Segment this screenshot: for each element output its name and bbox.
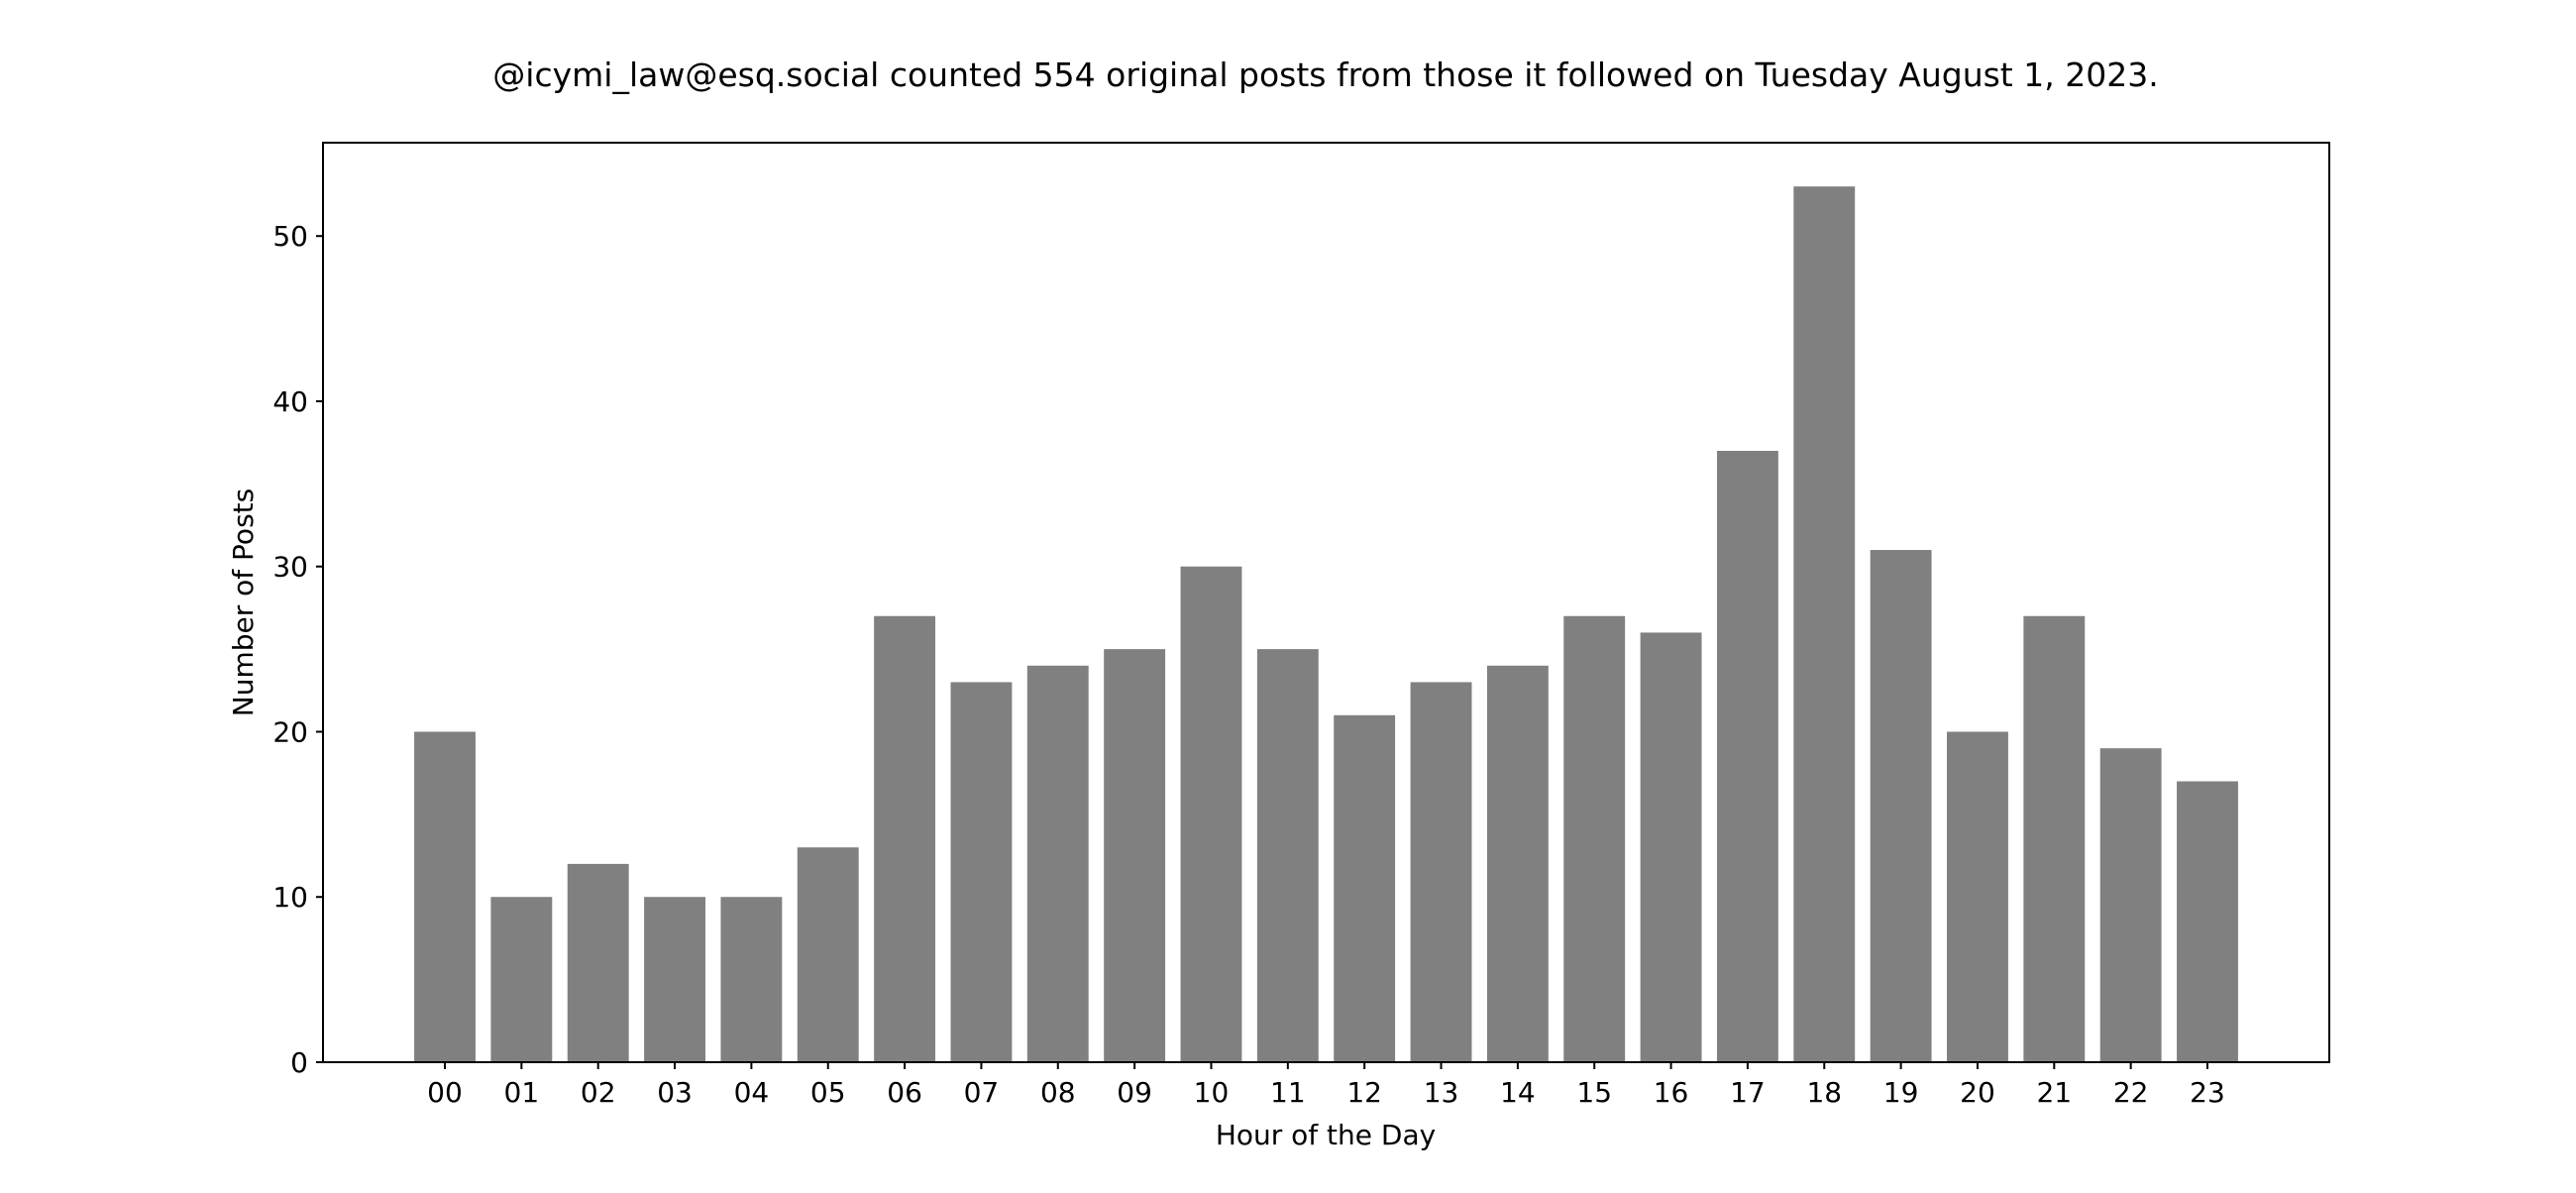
y-axis-ticks: 0 10 20 30 40 50 [272, 220, 323, 1079]
bar-15 [1563, 615, 1626, 1062]
bar-01 [490, 897, 553, 1062]
y-tick-label-0: 0 [290, 1046, 308, 1079]
x-axis-label: Hour of the Day [1216, 1119, 1436, 1151]
x-tick-label-00: 00 [427, 1076, 463, 1109]
bar-11 [1256, 649, 1319, 1062]
x-tick-label-18: 18 [1806, 1076, 1842, 1109]
x-tick-label-01: 01 [504, 1076, 540, 1109]
x-tick-label-12: 12 [1346, 1076, 1382, 1109]
bar-00 [414, 731, 476, 1062]
x-tick-label-07: 07 [964, 1076, 1000, 1109]
y-tick-label-20: 20 [272, 715, 308, 748]
bar-17 [1716, 451, 1778, 1062]
x-tick-label-15: 15 [1576, 1076, 1612, 1109]
x-tick-label-03: 03 [657, 1076, 693, 1109]
bar-13 [1410, 682, 1472, 1062]
plot-frame [322, 142, 2330, 1063]
x-tick-label-11: 11 [1270, 1076, 1306, 1109]
x-tick-label-16: 16 [1654, 1076, 1689, 1109]
bar-16 [1640, 632, 1702, 1062]
bar-20 [1947, 731, 2008, 1062]
bar-08 [1026, 665, 1089, 1062]
bar-10 [1180, 566, 1242, 1062]
x-tick-label-20: 20 [1960, 1076, 1995, 1109]
x-tick-label-14: 14 [1500, 1076, 1536, 1109]
bar-04 [720, 897, 783, 1062]
bar-22 [2099, 748, 2162, 1062]
y-tick-label-10: 10 [272, 881, 308, 914]
bar-12 [1334, 714, 1396, 1062]
bar-03 [644, 897, 705, 1062]
x-tick-label-19: 19 [1883, 1076, 1919, 1109]
bar-05 [797, 847, 859, 1062]
bar-09 [1104, 649, 1166, 1062]
x-tick-label-04: 04 [734, 1076, 770, 1109]
chart-title: @icymi_law@esq.social counted 554 origin… [492, 55, 2158, 94]
x-tick-label-23: 23 [2190, 1076, 2225, 1109]
x-tick-label-09: 09 [1117, 1076, 1152, 1109]
bar-02 [567, 863, 629, 1062]
y-axis-label: Number of Posts [227, 488, 260, 716]
x-axis-ticks: 00 01 02 03 04 05 06 07 08 09 10 11 12 13 14 15 16 17 18 19… [427, 1062, 2225, 1109]
x-tick-label-13: 13 [1424, 1076, 1459, 1109]
x-tick-label-21: 21 [2036, 1076, 2072, 1109]
x-tick-label-05: 05 [810, 1076, 846, 1109]
bar-18 [1793, 186, 1856, 1062]
bar-06 [874, 615, 936, 1062]
y-tick-label-40: 40 [272, 385, 308, 418]
bar-14 [1486, 665, 1549, 1062]
bars-group [414, 186, 2238, 1062]
x-tick-label-22: 22 [2113, 1076, 2149, 1109]
bar-19 [1870, 550, 1932, 1062]
y-tick-label-50: 50 [272, 220, 308, 253]
x-tick-label-02: 02 [581, 1076, 616, 1109]
x-tick-label-06: 06 [887, 1076, 922, 1109]
bar-21 [2023, 615, 2086, 1062]
x-tick-label-10: 10 [1194, 1076, 1230, 1109]
bar-07 [950, 682, 1013, 1062]
x-tick-label-08: 08 [1040, 1076, 1076, 1109]
y-tick-label-30: 30 [272, 551, 308, 584]
x-tick-label-17: 17 [1730, 1076, 1766, 1109]
bar-23 [2177, 781, 2238, 1062]
